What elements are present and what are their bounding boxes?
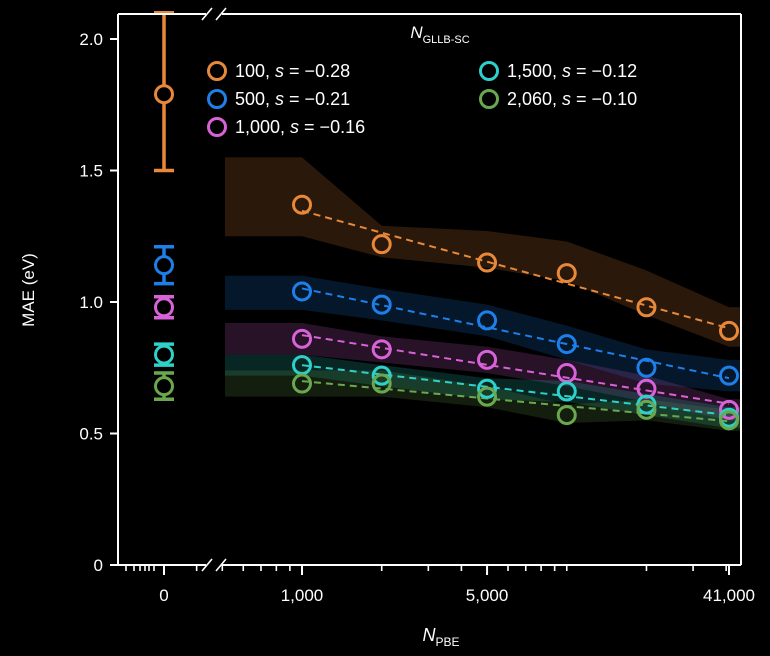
legend-item-500: 500, s = −0.21 xyxy=(207,89,350,109)
point-series-2,060 xyxy=(292,373,312,394)
band-series-500 xyxy=(225,275,740,392)
legend-label-500: 500, s = −0.21 xyxy=(235,89,350,109)
legend-marker-100 xyxy=(207,61,227,81)
legend-marker-500 xyxy=(207,89,227,109)
point-zero-1,000 xyxy=(154,297,174,318)
band-series-1,000 xyxy=(225,323,740,421)
point-series-100 xyxy=(477,252,498,273)
point-series-500 xyxy=(556,334,577,355)
legend-item-100: 100, s = −0.28 xyxy=(207,61,350,81)
y-axis-label: MAE (eV) xyxy=(19,253,38,327)
legend-title: NGLLB-SC xyxy=(410,23,469,46)
point-zero-2,060 xyxy=(154,376,174,397)
x-ticks: 0 1,000 5,000 41,000 xyxy=(125,565,755,605)
data-points xyxy=(154,84,739,431)
point-series-1,000 xyxy=(477,349,498,370)
point-series-2,060 xyxy=(477,386,498,407)
y-tick-label: 0.5 xyxy=(79,425,103,444)
legend-label-1,000: 1,000, s = −0.16 xyxy=(235,117,365,137)
point-series-500 xyxy=(292,281,312,302)
y-ticks: 0 0.5 1.0 1.5 2.0 xyxy=(79,30,118,575)
axes xyxy=(117,7,742,572)
y-tick-label: 1.0 xyxy=(79,293,103,312)
point-series-100 xyxy=(371,234,392,255)
point-series-100 xyxy=(719,320,739,341)
bottom-axis-break-mark xyxy=(201,558,227,572)
band-series-100 xyxy=(225,157,740,347)
x-axis-label-main: N xyxy=(422,625,436,645)
point-series-1,000 xyxy=(719,399,739,420)
y-tick-label: 2.0 xyxy=(79,30,103,49)
fit-line-100 xyxy=(301,209,730,330)
zero-error-bars xyxy=(154,10,174,402)
legend: 100, s = −0.28 500, s = −0.21 1,000, s = −… xyxy=(207,61,637,137)
point-series-1,000 xyxy=(292,328,312,349)
point-series-500 xyxy=(719,365,739,386)
point-series-100 xyxy=(292,194,312,215)
point-series-1,000 xyxy=(371,339,392,360)
y-tick-label: 0 xyxy=(94,556,103,575)
legend-label-1,500: 1,500, s = −0.12 xyxy=(507,61,637,81)
point-series-500 xyxy=(477,310,498,331)
x-tick-label: 1,000 xyxy=(281,586,324,605)
confidence-bands xyxy=(225,157,740,431)
point-series-1,500 xyxy=(371,365,392,386)
x-axis-label: NPBE xyxy=(422,625,459,649)
legend-marker-1,000 xyxy=(207,117,227,137)
x-tick-label: 41,000 xyxy=(703,586,755,605)
legend-label-2,060: 2,060, s = −0.10 xyxy=(507,89,637,109)
legend-marker-2,060 xyxy=(479,89,499,109)
point-series-500 xyxy=(371,294,392,315)
point-series-2,060 xyxy=(636,399,657,420)
point-series-2,060 xyxy=(719,410,739,431)
legend-title-sub: GLLB-SC xyxy=(423,34,470,46)
point-zero-500 xyxy=(154,255,174,276)
x-axis-label-sub: PBE xyxy=(435,635,459,649)
top-axis-break-mark xyxy=(201,7,227,21)
legend-title-main: N xyxy=(410,23,423,42)
point-series-100 xyxy=(556,263,577,284)
legend-item-2,060: 2,060, s = −0.10 xyxy=(479,89,637,109)
point-series-2,060 xyxy=(556,405,577,426)
point-series-500 xyxy=(636,357,657,378)
legend-marker-1,500 xyxy=(479,61,499,81)
band-series-1,500 xyxy=(225,354,740,429)
point-series-100 xyxy=(636,297,657,318)
point-zero-100 xyxy=(154,84,174,105)
point-series-1,500 xyxy=(477,378,498,399)
legend-label-100: 100, s = −0.28 xyxy=(235,61,350,81)
legend-item-1,000: 1,000, s = −0.16 xyxy=(207,117,365,137)
point-zero-1,500 xyxy=(154,344,174,365)
x-tick-label: 0 xyxy=(159,586,168,605)
x-tick-label: 5,000 xyxy=(466,586,509,605)
legend-item-1,500: 1,500, s = −0.12 xyxy=(479,61,637,81)
point-series-1,500 xyxy=(556,381,577,402)
point-series-2,060 xyxy=(371,373,392,394)
y-tick-label: 1.5 xyxy=(79,162,103,181)
